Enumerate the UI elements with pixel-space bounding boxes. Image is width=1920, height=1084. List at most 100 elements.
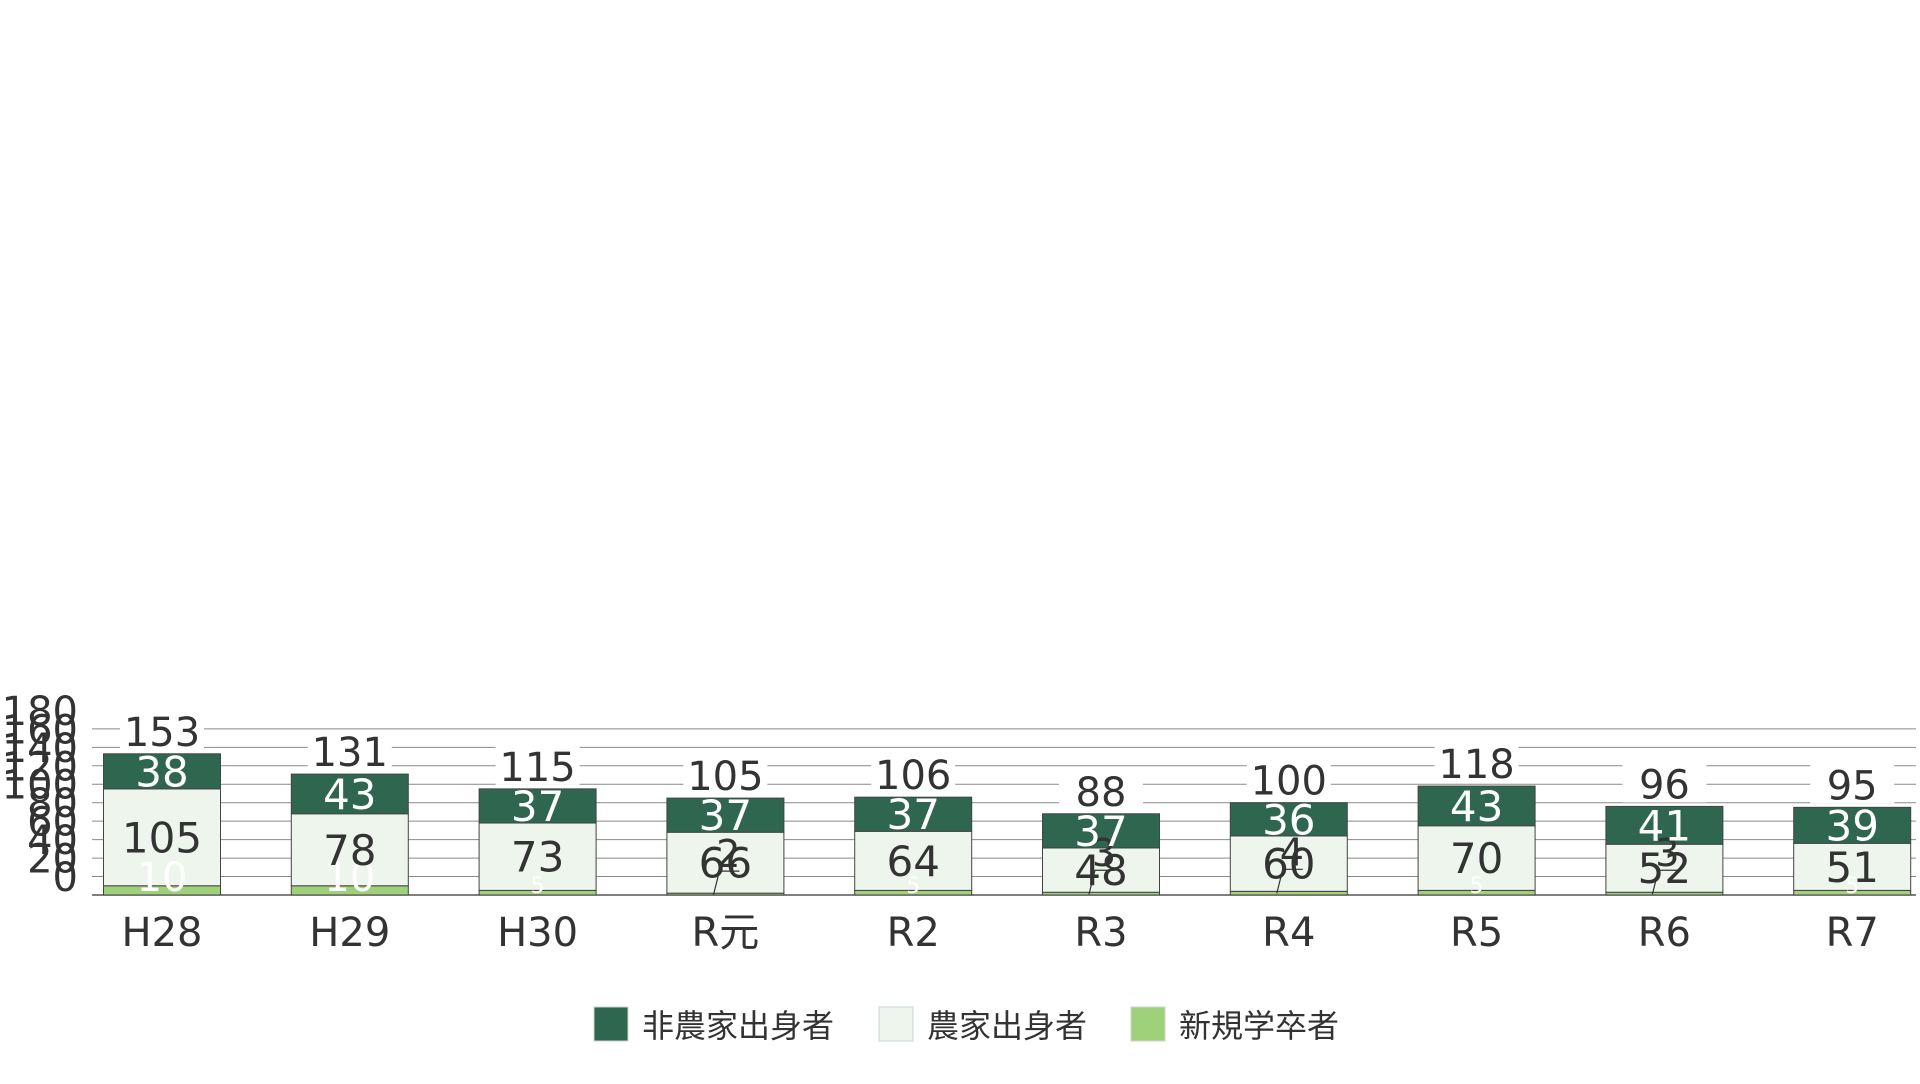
bar-segment (1229, 802, 1348, 837)
leader-line (1088, 869, 1115, 895)
y-tick-label: 140 (2, 726, 78, 772)
total-label: 95 (1827, 763, 1878, 809)
data-label: 37 (511, 782, 564, 831)
y-tick-label: 100 (2, 763, 78, 809)
x-tick-label: R3 (1074, 910, 1127, 956)
x-tick-label: H29 (309, 910, 390, 956)
data-label: 51 (1825, 843, 1878, 892)
y-tick-label: 20 (27, 837, 78, 883)
x-tick-label: H28 (122, 910, 203, 956)
x-tick-label: R5 (1450, 910, 1503, 956)
data-label: 73 (511, 833, 564, 882)
bar-segment (290, 813, 409, 887)
y-tick-label: 40 (27, 818, 78, 864)
y-tick-label: 80 (27, 781, 78, 827)
bar-segment (1793, 842, 1912, 891)
x-tick-label: R元 (692, 910, 760, 956)
data-label: 3 (1655, 831, 1679, 875)
data-label: 105 (122, 813, 202, 862)
data-label: 5 (531, 874, 545, 899)
x-tick-label: R2 (887, 910, 940, 956)
y-tick-label: 120 (2, 744, 78, 790)
data-label: 70 (1450, 834, 1503, 883)
x-tick-label: R7 (1826, 910, 1879, 956)
y-tick-label: 180 (2, 689, 78, 735)
data-label: 37 (1074, 807, 1127, 856)
total-label: 105 (687, 754, 763, 800)
data-label: 36 (1262, 795, 1315, 844)
total-label: 131 (312, 730, 388, 776)
bar-segment (478, 822, 597, 891)
data-label: 38 (135, 747, 188, 796)
y-tick-label: 0 (53, 855, 78, 901)
x-axis-ticks: H28 H29 H30 R元 R2 R3 R4 R5 R6 R7 (122, 910, 1879, 956)
total-label: 96 (1639, 762, 1690, 808)
legend: 非農家出身者 農家出身者 新規学卒者 (593, 1006, 1339, 1045)
leader-line (1651, 869, 1679, 895)
data-label: 39 (1825, 801, 1878, 850)
total-label: 118 (1438, 742, 1514, 788)
bar-segment (666, 831, 785, 894)
data-label: 43 (1450, 782, 1503, 831)
total-label-backing (1246, 758, 1331, 799)
bar-segment (1417, 825, 1536, 891)
data-label: 3 (1092, 831, 1116, 875)
legend-label: 農家出身者 (927, 1007, 1087, 1045)
x-tick-label: R4 (1262, 910, 1315, 956)
x-tick-label: H30 (497, 910, 578, 956)
data-label: 66 (699, 839, 752, 888)
y-tick-label: 60 (27, 800, 78, 846)
legend-label: 非農家出身者 (642, 1007, 834, 1045)
data-label: 78 (323, 826, 376, 875)
bar-segment (1417, 785, 1536, 827)
data-label: 10 (137, 855, 188, 901)
bar-segment (1605, 805, 1724, 845)
x-tick-label: R6 (1638, 910, 1691, 956)
bar-segment (1229, 890, 1348, 896)
total-label-backing (120, 709, 204, 750)
data-label: 41 (1638, 801, 1691, 850)
y-tick-label: 160 (2, 707, 78, 753)
data-label: 60 (1262, 840, 1315, 889)
data-label: 4 (1280, 830, 1304, 874)
total-label-backing (683, 754, 768, 795)
data-label: 64 (886, 837, 939, 886)
legend-swatch (878, 1006, 914, 1042)
legend-swatch (593, 1006, 629, 1042)
total-label-backing (1434, 742, 1519, 783)
bar-segment (290, 773, 409, 815)
bar-segment (103, 788, 221, 887)
data-label: 48 (1074, 846, 1127, 895)
data-label: 5 (906, 874, 920, 899)
bar-segment (1793, 806, 1912, 844)
leader-line (712, 870, 740, 896)
total-label: 115 (499, 745, 575, 791)
legend-swatch (1130, 1006, 1166, 1042)
leader-line (1276, 868, 1303, 894)
data-label: 5 (1845, 874, 1859, 899)
bar-segment (1042, 813, 1160, 849)
bar-segment (666, 797, 785, 833)
total-label-backing (1622, 762, 1707, 803)
total-label: 153 (124, 710, 200, 756)
data-label: 37 (699, 791, 752, 840)
total-label: 100 (1251, 759, 1327, 805)
total-label: 106 (875, 753, 951, 799)
data-label: 10 (324, 855, 375, 901)
bar-segment (1605, 843, 1724, 893)
bar-segment (478, 788, 597, 824)
total-label-backing (307, 730, 392, 771)
data-label: 5 (1470, 874, 1484, 899)
data-label: 52 (1638, 844, 1691, 893)
bars (103, 753, 1912, 896)
data-label: 43 (323, 770, 376, 819)
bar-segment (854, 830, 973, 891)
total-label-backing (495, 744, 580, 785)
total-label: 88 (1076, 770, 1127, 816)
data-label: 37 (886, 790, 939, 839)
total-label-backing (1059, 769, 1143, 810)
data-label: 2 (716, 832, 740, 876)
